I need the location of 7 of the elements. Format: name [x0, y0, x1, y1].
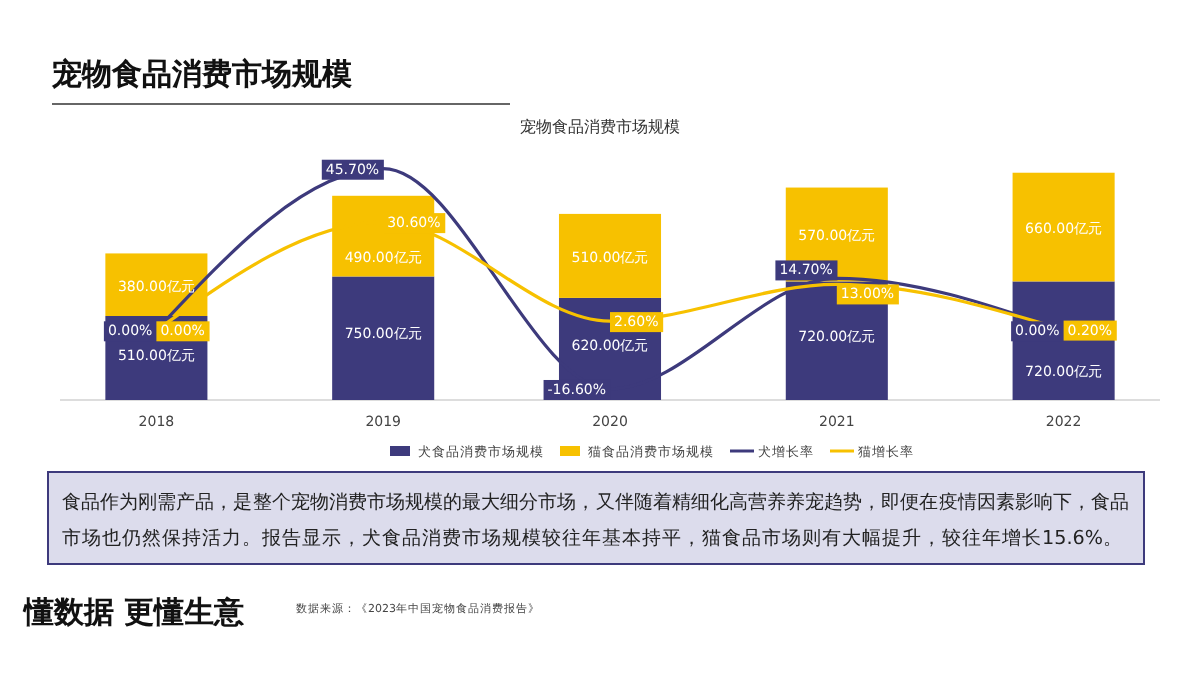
bar	[1012, 172, 1115, 282]
chart-subtitle: 宠物食品消费市场规模	[520, 118, 680, 136]
text: 食品作为刚需产品，是整个宠物消费市场规模的最大细分市场，又伴随着精细化高营养养宠趋势，即便在疫情因素影响下，食品市场也仍然保持活力。报告显示，犬食品消费市场规模较往年基本持平，猫食品市场则有大幅提升，较往年增长15.6%。	[62, 490, 1130, 550]
text: 懂数据 更懂生意	[22, 594, 247, 630]
bar	[558, 213, 662, 298]
bar	[332, 276, 435, 400]
chart-title: 宠物食品消费市场规模	[50, 56, 354, 92]
